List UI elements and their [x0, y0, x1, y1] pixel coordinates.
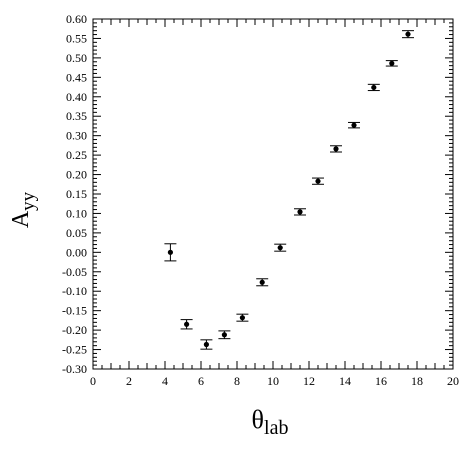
y-axis-title-sub: yy: [18, 191, 39, 211]
x-tick-label: 0: [90, 374, 96, 388]
y-tick-label: 0.25: [66, 148, 87, 162]
y-tick-label: -0.05: [62, 265, 87, 279]
x-tick-label: 18: [411, 374, 423, 388]
x-tick-label: 6: [198, 374, 204, 388]
y-tick-label: 0.45: [66, 70, 87, 84]
data-point: [389, 60, 395, 66]
y-tick-label: 0.55: [66, 31, 87, 45]
y-tick-label: -0.30: [62, 362, 87, 376]
data-point: [167, 249, 173, 255]
x-axis-title: θlab: [252, 405, 289, 439]
data-point: [277, 245, 283, 251]
data-point: [221, 332, 227, 338]
x-axis-title-main: θ: [252, 405, 264, 434]
y-tick-label: 0.40: [66, 90, 87, 104]
y-tick-label: 0.50: [66, 51, 87, 65]
y-tick-label: 0.35: [66, 109, 87, 123]
x-tick-label: 8: [234, 374, 240, 388]
data-point: [203, 341, 209, 348]
y-tick-label: 0.15: [66, 187, 87, 201]
plot-frame: [92, 18, 454, 370]
data-point: [351, 122, 357, 128]
x-tick-label: 20: [447, 374, 459, 388]
y-tick-label: -0.25: [62, 343, 87, 357]
x-tick-label: 10: [267, 374, 279, 388]
y-tick-label: 0.05: [66, 226, 87, 240]
x-tick-label: 2: [126, 374, 132, 388]
y-axis-title-main: A: [8, 210, 34, 228]
data-point: [297, 209, 303, 215]
y-tick-label: 0.60: [66, 12, 87, 26]
y-tick-label: -0.20: [62, 323, 87, 337]
data-point: [259, 279, 265, 285]
data-point: [371, 84, 377, 91]
y-tick-label: 0.30: [66, 129, 87, 143]
y-tick-label: 0.00: [66, 245, 87, 259]
axis-tick-labels: 0 2 4 6 8 10 12 14 16 18 20 0.60 0.55 0.50 0.45 0.40 0.3…: [62, 12, 459, 388]
y-tick-label: -0.10: [62, 284, 87, 298]
y-tick-label: 0.10: [66, 206, 87, 220]
x-tick-label: 16: [375, 374, 387, 388]
data-point: [239, 315, 245, 321]
y-axis-title: Ayy: [8, 191, 39, 228]
data-points: [164, 30, 414, 350]
x-tick-label: 4: [162, 374, 168, 388]
y-tick-label: 0.20: [66, 168, 87, 182]
x-axis-title-sub: lab: [264, 417, 288, 439]
data-point: [315, 178, 321, 184]
axis-ticks: [92, 18, 454, 370]
data-point: [405, 31, 411, 37]
x-tick-label: 14: [339, 374, 351, 388]
y-tick-label: -0.15: [62, 304, 87, 318]
x-tick-label: 12: [303, 374, 315, 388]
data-point: [184, 321, 190, 327]
data-point: [333, 146, 339, 152]
